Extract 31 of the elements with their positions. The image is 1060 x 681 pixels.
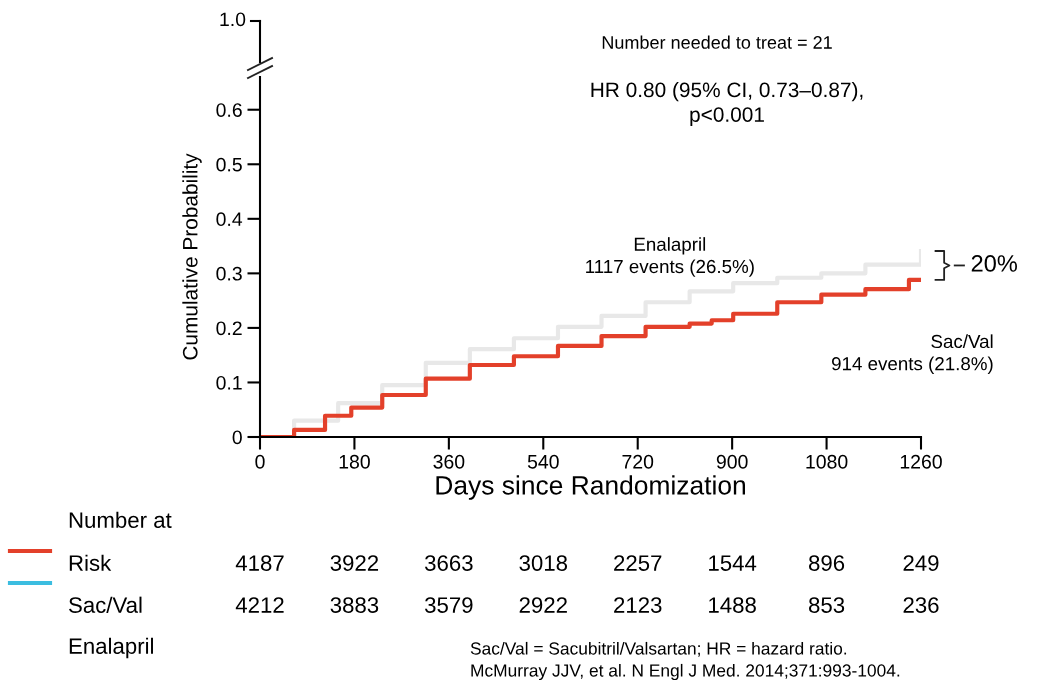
text: 1.0 <box>220 12 246 27</box>
y-tick-label: 0.6 <box>216 103 242 117</box>
text: Enalapril <box>69 637 153 659</box>
text: 20% <box>971 255 1017 272</box>
x-tick-label: 360 <box>433 454 465 469</box>
y-tick-label: 0.4 <box>216 212 243 227</box>
x-tick-label: 1260 <box>900 454 942 469</box>
x-tick-label: 0 <box>255 454 265 469</box>
text: 4212 3883 3579 2922 2123 1488 853 236 <box>235 597 939 613</box>
x-tick-label: 900 <box>716 454 748 469</box>
y-tick-label: 0.5 <box>216 157 242 172</box>
x-tick-label: 540 <box>527 454 559 469</box>
text: Number at <box>69 511 172 528</box>
x-tick-label: 720 <box>622 454 654 469</box>
annotation: HR 0.80 (95% CI, 0.73–0.87), p<0.001 <box>591 81 863 127</box>
y-axis-title: Cumulative Probability <box>182 153 202 360</box>
y-tick-label: 0.2 <box>216 321 242 336</box>
y-tick-label: 0 <box>232 430 242 445</box>
text: Risk <box>69 554 112 571</box>
x-tick-label: 1080 <box>806 454 848 469</box>
text: Number needed to treat = 21 <box>602 35 832 49</box>
text: McMurray JJV, et al. N Engl J Med. 2014;371:993-1004. <box>471 663 900 681</box>
y-tick-label: 0.1 <box>216 375 242 390</box>
text: Sac/Val = Sacubitril/Valsartan; HR = hazard ratio. <box>470 641 847 657</box>
annotation: Sac/Val 914 events (21.8%) <box>832 334 993 375</box>
x-tick-label: 180 <box>339 454 370 469</box>
text: 4187 3922 3663 3018 2257 1544 896 249 <box>235 555 939 571</box>
annotation: Enalapril 1117 events (26.5%) <box>586 237 754 277</box>
x-axis-title: Days since Randomization <box>436 475 745 500</box>
y-tick-label: 0.3 <box>216 266 242 281</box>
text: Sac/Val <box>69 596 142 613</box>
